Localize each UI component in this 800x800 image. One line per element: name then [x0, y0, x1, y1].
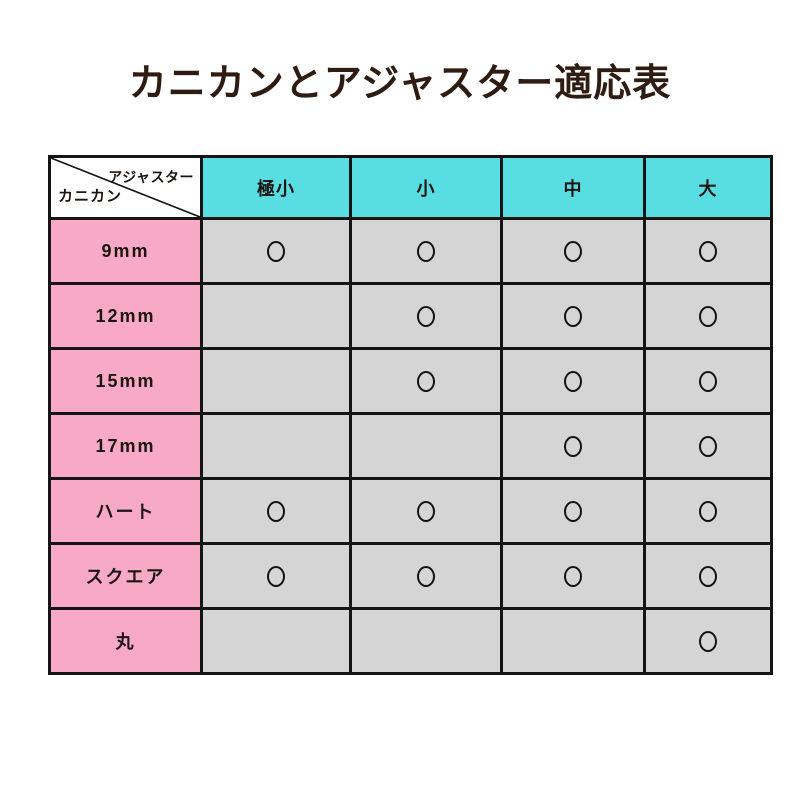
compat-cell — [643, 282, 773, 350]
compatibility-table: アジャスター カニカン 極小 小 中 大 9mm 12mm 15mm 17mm ハートス… — [48, 155, 773, 675]
circle-mark-icon — [699, 370, 717, 392]
compat-cell — [200, 542, 352, 610]
table-row: ハート — [48, 477, 773, 545]
circle-mark-icon — [564, 305, 582, 327]
column-header-dai: 大 — [643, 155, 773, 220]
compat-cell — [349, 542, 503, 610]
circle-mark-icon — [699, 565, 717, 587]
circle-mark-icon — [267, 565, 285, 587]
compat-cell — [500, 542, 646, 610]
table-row: 9mm — [48, 217, 773, 285]
circle-mark-icon — [699, 500, 717, 522]
row-header: スクエア — [48, 542, 203, 610]
circle-mark-icon — [699, 435, 717, 457]
row-header: 12mm — [48, 282, 203, 350]
circle-mark-icon — [564, 435, 582, 457]
compat-cell — [200, 607, 352, 675]
compat-cell — [500, 477, 646, 545]
compat-cell — [349, 217, 503, 285]
table-row: 15mm — [48, 347, 773, 415]
circle-mark-icon — [564, 370, 582, 392]
circle-mark-icon — [564, 500, 582, 522]
compat-cell — [349, 412, 503, 480]
circle-mark-icon — [564, 565, 582, 587]
compat-cell — [500, 282, 646, 350]
compatibility-table-grid: アジャスター カニカン 極小 小 中 大 9mm 12mm 15mm 17mm ハートス… — [48, 155, 773, 675]
circle-mark-icon — [267, 500, 285, 522]
circle-mark-icon — [699, 305, 717, 327]
circle-mark-icon — [267, 240, 285, 262]
compat-cell — [500, 217, 646, 285]
compat-cell — [643, 347, 773, 415]
compat-cell — [200, 282, 352, 350]
compat-cell — [643, 477, 773, 545]
column-header-gokusho: 極小 — [200, 155, 352, 220]
corner-label-adjuster: アジャスター — [108, 169, 194, 185]
table-row: スクエア — [48, 542, 773, 610]
circle-mark-icon — [417, 305, 435, 327]
compat-cell — [200, 347, 352, 415]
compat-cell — [500, 347, 646, 415]
circle-mark-icon — [564, 240, 582, 262]
compat-cell — [349, 282, 503, 350]
compat-cell — [349, 607, 503, 675]
corner-label-kanikan: カニカン — [58, 188, 123, 205]
circle-mark-icon — [417, 240, 435, 262]
row-header: 丸 — [48, 607, 203, 675]
table-row: 12mm — [48, 282, 773, 350]
header-row: アジャスター カニカン 極小 小 中 大 — [48, 155, 773, 220]
row-header: 9mm — [48, 217, 203, 285]
column-header-sho: 小 — [349, 155, 503, 220]
circle-mark-icon — [417, 500, 435, 522]
circle-mark-icon — [699, 240, 717, 262]
table-row: 丸 — [48, 607, 773, 675]
circle-mark-icon — [417, 370, 435, 392]
compat-cell — [643, 542, 773, 610]
compat-cell — [643, 217, 773, 285]
compat-cell — [349, 477, 503, 545]
compat-cell — [500, 412, 646, 480]
compat-cell — [200, 412, 352, 480]
compat-cell — [200, 217, 352, 285]
column-header-chu: 中 — [500, 155, 646, 220]
compat-cell — [349, 347, 503, 415]
row-header: ハート — [48, 477, 203, 545]
compat-cell — [643, 412, 773, 480]
table-body: 9mm 12mm 15mm 17mm ハート スクエア丸 — [48, 217, 773, 675]
circle-mark-icon — [417, 565, 435, 587]
corner-cell: アジャスター カニカン — [48, 155, 203, 220]
row-header: 15mm — [48, 347, 203, 415]
compat-cell — [500, 607, 646, 675]
circle-mark-icon — [699, 630, 717, 652]
compat-cell — [643, 607, 773, 675]
page-title: カニカンとアジャスター適応表 — [128, 63, 672, 105]
diagonal-divider — [51, 158, 200, 217]
row-header: 17mm — [48, 412, 203, 480]
table-row: 17mm — [48, 412, 773, 480]
compat-cell — [200, 477, 352, 545]
